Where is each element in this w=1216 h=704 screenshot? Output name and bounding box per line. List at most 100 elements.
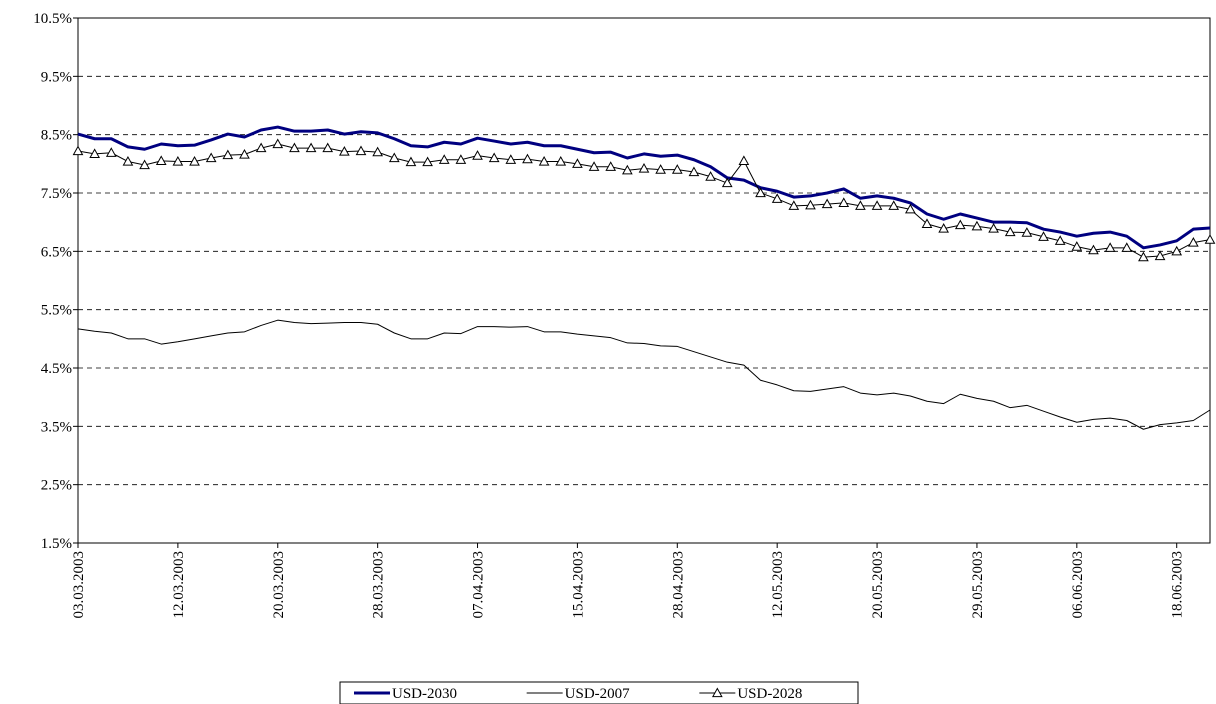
point-marker	[105, 147, 117, 157]
point-marker	[72, 145, 84, 156]
series-line	[77, 125, 1211, 250]
point-marker	[455, 154, 467, 164]
x-tick-label: 12.03.2003	[171, 551, 187, 619]
x-tick-label: 28.04.2003	[670, 551, 686, 619]
plot-frame	[77, 17, 1211, 544]
point-marker	[205, 152, 217, 163]
series-line	[77, 319, 1211, 430]
legend-label: USD-2007	[565, 686, 631, 702]
point-marker	[388, 152, 400, 163]
point-marker	[472, 150, 483, 160]
point-marker	[538, 155, 550, 166]
point-marker	[572, 158, 583, 168]
y-tick-label: 3.5%	[41, 419, 72, 435]
point-marker	[255, 142, 267, 153]
point-marker	[322, 142, 334, 153]
point-marker	[1121, 242, 1133, 252]
legend-label: USD-2030	[392, 686, 457, 702]
point-marker	[422, 156, 433, 167]
point-marker	[788, 200, 800, 210]
y-tick-label: 9.5%	[41, 69, 72, 85]
point-marker	[1054, 235, 1066, 245]
point-marker	[705, 171, 716, 181]
point-marker	[438, 154, 450, 164]
point-marker	[1021, 227, 1033, 237]
point-marker	[771, 193, 783, 203]
point-marker	[272, 138, 284, 149]
point-marker	[305, 142, 317, 153]
point-marker	[971, 220, 983, 231]
x-tick-label: 07.04.2003	[471, 551, 487, 619]
point-marker	[1171, 245, 1183, 256]
y-tick-label: 7.5%	[41, 186, 72, 202]
point-marker	[638, 162, 650, 173]
x-tick-label: 03.03.2003	[71, 551, 87, 619]
point-marker	[1004, 226, 1016, 237]
x-tick-label: 15.04.2003	[570, 551, 586, 619]
x-tick-label: 06.06.2003	[1070, 551, 1086, 619]
point-marker	[222, 149, 234, 160]
point-marker	[988, 223, 999, 233]
point-marker	[905, 203, 916, 214]
point-marker	[289, 142, 300, 153]
point-marker	[622, 164, 633, 175]
legend-marker	[711, 687, 723, 698]
point-marker	[139, 159, 150, 170]
point-marker	[1138, 251, 1149, 262]
point-marker	[122, 155, 134, 166]
x-tick-label: 20.05.2003	[870, 551, 886, 619]
x-tick-label: 29.05.2003	[970, 551, 986, 619]
point-marker	[1088, 244, 1099, 255]
point-marker	[888, 200, 900, 210]
y-tick-label: 1.5%	[41, 536, 72, 552]
y-tick-label: 6.5%	[41, 244, 72, 260]
point-marker	[954, 219, 966, 230]
point-marker	[871, 200, 883, 210]
point-marker	[355, 145, 367, 156]
point-marker	[172, 155, 184, 166]
point-marker	[155, 155, 167, 166]
x-tick-label: 18.06.2003	[1170, 551, 1186, 619]
point-marker	[239, 148, 250, 159]
point-marker	[1154, 250, 1166, 261]
point-marker	[505, 154, 517, 164]
point-marker	[339, 146, 350, 156]
point-marker	[1104, 242, 1116, 252]
x-tick-label: 20.03.2003	[271, 551, 287, 619]
point-marker	[1188, 237, 1199, 247]
y-tick-label: 4.5%	[41, 361, 72, 377]
point-marker	[488, 152, 500, 163]
point-marker	[921, 218, 933, 229]
point-marker	[721, 177, 733, 188]
point-marker	[555, 155, 567, 166]
legend-box	[339, 681, 859, 704]
point-marker	[89, 148, 100, 159]
legend-label: USD-2028	[737, 686, 802, 702]
point-marker	[688, 166, 700, 177]
point-marker	[1204, 234, 1216, 244]
point-marker	[372, 146, 383, 157]
point-marker	[738, 155, 750, 166]
point-marker	[838, 197, 850, 208]
point-marker	[938, 223, 949, 233]
point-marker	[588, 161, 600, 171]
point-marker	[405, 156, 417, 167]
x-tick-label: 28.03.2003	[371, 551, 387, 619]
point-marker	[671, 164, 683, 174]
point-marker	[805, 199, 816, 210]
y-tick-label: 5.5%	[41, 303, 72, 319]
y-tick-label: 8.5%	[41, 128, 72, 144]
point-marker	[1071, 241, 1083, 251]
point-marker	[855, 200, 866, 210]
y-tick-label: 2.5%	[41, 478, 72, 494]
point-marker	[605, 161, 617, 171]
point-marker	[189, 155, 200, 166]
y-tick-label: 10.5%	[33, 11, 72, 27]
point-marker	[1038, 231, 1049, 241]
x-tick-label: 12.05.2003	[770, 551, 786, 619]
point-marker	[821, 198, 833, 209]
point-marker	[655, 164, 666, 174]
point-marker	[522, 153, 533, 164]
point-marker	[755, 187, 766, 198]
